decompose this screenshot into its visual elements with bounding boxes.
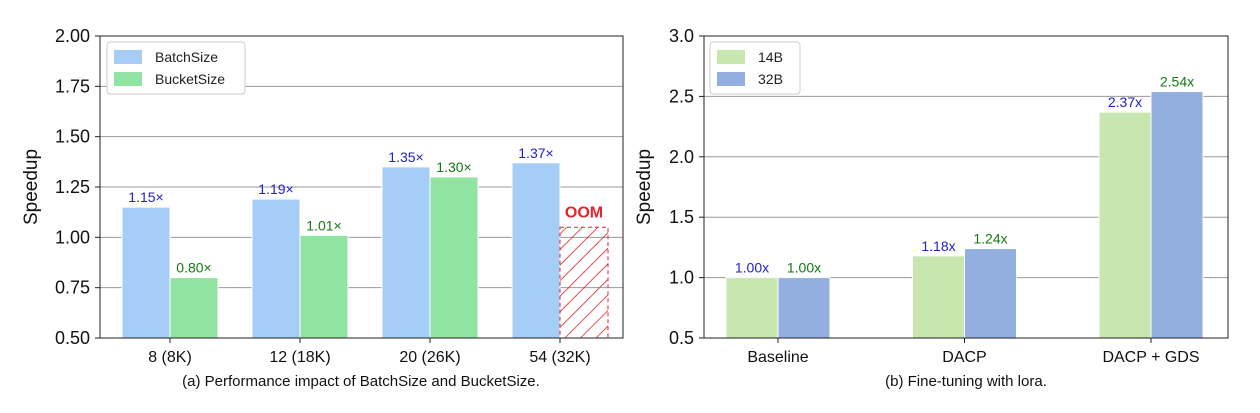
- chart-b-legend-label-32b: 32B: [758, 71, 783, 87]
- chart-b-plot-frame: [703, 35, 1229, 339]
- chart-a-data-label-bucketsize-12-18k: 1.01×: [306, 217, 341, 233]
- chart-b-y-ticks: 0.5 1.0 1.5 2.0 2.5 3.0: [669, 26, 704, 348]
- chart-a-y-tick-label: 1.00: [55, 227, 90, 247]
- chart-a-bar-batchsize-54-32k: [511, 162, 561, 339]
- chart-a-bar-bucketsize-12-18k: [299, 234, 349, 339]
- chart-a-x-tick-label-12-18k: 12 (18K): [269, 349, 330, 366]
- chart-b-bar-32b-dacp: [964, 248, 1017, 339]
- chart-b-data-label-32b-baseline: 1.00x: [787, 260, 821, 276]
- chart-b-bar-14b-dacp-gds: [1098, 111, 1152, 339]
- chart-b-x-tick-label-baseline: Baseline: [747, 349, 808, 366]
- chart-a-data-label-batchsize-54-32k: 1.37×: [518, 145, 553, 161]
- chart-b-bar-14b-baseline: [725, 277, 779, 339]
- chart-a-data-label-batchsize-8-8k: 1.15×: [128, 189, 163, 205]
- chart-b-y-tick-label: 2.5: [669, 86, 694, 106]
- chart-b-y-axis-label: Speedup: [634, 149, 655, 225]
- chart-a-data-label-bucketsize-8-8k: 0.80×: [176, 260, 211, 276]
- chart-a-x-tick-label-54-32k: 54 (32K): [529, 349, 590, 366]
- chart-a-y-tick-label: 2.00: [55, 26, 90, 46]
- chart-b-x-tick-label-dacp: DACP: [942, 349, 986, 366]
- chart-a-y-tick-label: 1.50: [55, 127, 90, 147]
- chart-b-data-label-14b-dacp-gds: 2.37x: [1108, 94, 1142, 110]
- chart-b-data-label-32b-dacp-gds: 2.54x: [1160, 74, 1194, 90]
- chart-a-bar-bucketsize-8-8k: [169, 277, 219, 339]
- chart-b-bars: [725, 91, 1204, 339]
- chart-a-y-ticks: 0.50 0.75 1.00 1.25 1.50 1.75 2.00: [55, 26, 100, 348]
- chart-a-bar-batchsize-8-8k: [121, 206, 171, 339]
- chart-a-data-label-bucketsize-20-26k: 1.30×: [436, 159, 471, 175]
- chart-a-caption: (a) Performance impact of BatchSize and …: [182, 373, 540, 390]
- chart-a: 1.15× 0.80× 1.19× 1.01× 1.35× 1.30× 1.37× OOM 0…: [21, 26, 624, 390]
- chart-b-y-tick-label: 1.0: [669, 268, 694, 288]
- chart-b: 1.00x 1.00x 1.18x 1.24x 2.37x 2.54x 0.5 1.0 1.5…: [634, 26, 1229, 390]
- chart-b-y-tick-label: 1.5: [669, 207, 694, 227]
- chart-b-legend-swatch-14b: [717, 50, 745, 64]
- chart-a-data-label-batchsize-20-26k: 1.35×: [388, 149, 423, 165]
- chart-b-data-label-32b-dacp: 1.24x: [973, 231, 1007, 247]
- chart-a-bar-batchsize-12-18k: [251, 198, 301, 339]
- chart-b-y-tick-label: 3.0: [669, 26, 694, 46]
- chart-b-legend-label-14b: 14B: [758, 49, 783, 65]
- chart-a-legend: BatchSize BucketSize: [106, 41, 246, 95]
- chart-a-y-tick-label: 0.50: [55, 328, 90, 348]
- chart-a-legend-label-batchsize: BatchSize: [155, 49, 218, 65]
- chart-b-bar-32b-baseline: [777, 277, 831, 339]
- chart-b-bar-14b-dacp: [912, 255, 965, 339]
- chart-b-x-ticks: Baseline DACP DACP + GDS: [747, 338, 1200, 366]
- chart-b-y-tick-label: 2.0: [669, 147, 694, 167]
- chart-b-legend-swatch-32b: [717, 72, 745, 86]
- chart-a-x-tick-label-8-8k: 8 (8K): [148, 349, 192, 366]
- chart-b-bar-32b-dacp-gds: [1150, 91, 1204, 339]
- chart-a-bar-bucketsize-20-26k: [429, 176, 479, 339]
- chart-b-legend: 14B 32B: [709, 41, 801, 95]
- chart-a-oom-label: OOM: [565, 204, 603, 221]
- chart-a-x-ticks: 8 (8K) 12 (18K) 20 (26K) 54 (32K): [148, 338, 591, 366]
- chart-b-legend-box: [709, 41, 801, 95]
- chart-b-data-label-14b-baseline: 1.00x: [735, 260, 769, 276]
- chart-a-legend-swatch-bucketsize: [114, 72, 142, 86]
- chart-a-y-tick-label: 0.75: [55, 278, 90, 298]
- chart-a-data-labels: 1.15× 0.80× 1.19× 1.01× 1.35× 1.30× 1.37× OOM: [128, 145, 603, 276]
- chart-a-bar-oom: [559, 226, 609, 339]
- chart-a-data-label-batchsize-12-18k: 1.19×: [258, 181, 293, 197]
- chart-a-legend-label-bucketsize: BucketSize: [155, 71, 225, 87]
- chart-a-bars: [121, 162, 609, 339]
- chart-a-bar-batchsize-20-26k: [381, 166, 431, 339]
- chart-b-caption: (b) Fine-tuning with lora.: [885, 373, 1047, 390]
- chart-a-y-axis-label: Speedup: [21, 149, 42, 225]
- chart-b-y-tick-label: 0.5: [669, 328, 694, 348]
- chart-a-y-tick-label: 1.25: [55, 177, 90, 197]
- chart-a-x-tick-label-20-26k: 20 (26K): [399, 349, 460, 366]
- chart-b-data-labels: 1.00x 1.00x 1.18x 1.24x 2.37x 2.54x: [735, 74, 1194, 276]
- chart-a-legend-swatch-batchsize: [114, 50, 142, 64]
- chart-b-data-label-14b-dacp: 1.18x: [921, 238, 955, 254]
- chart-a-y-tick-label: 1.75: [55, 76, 90, 96]
- chart-b-x-tick-label-dacp-gds: DACP + GDS: [1102, 349, 1199, 366]
